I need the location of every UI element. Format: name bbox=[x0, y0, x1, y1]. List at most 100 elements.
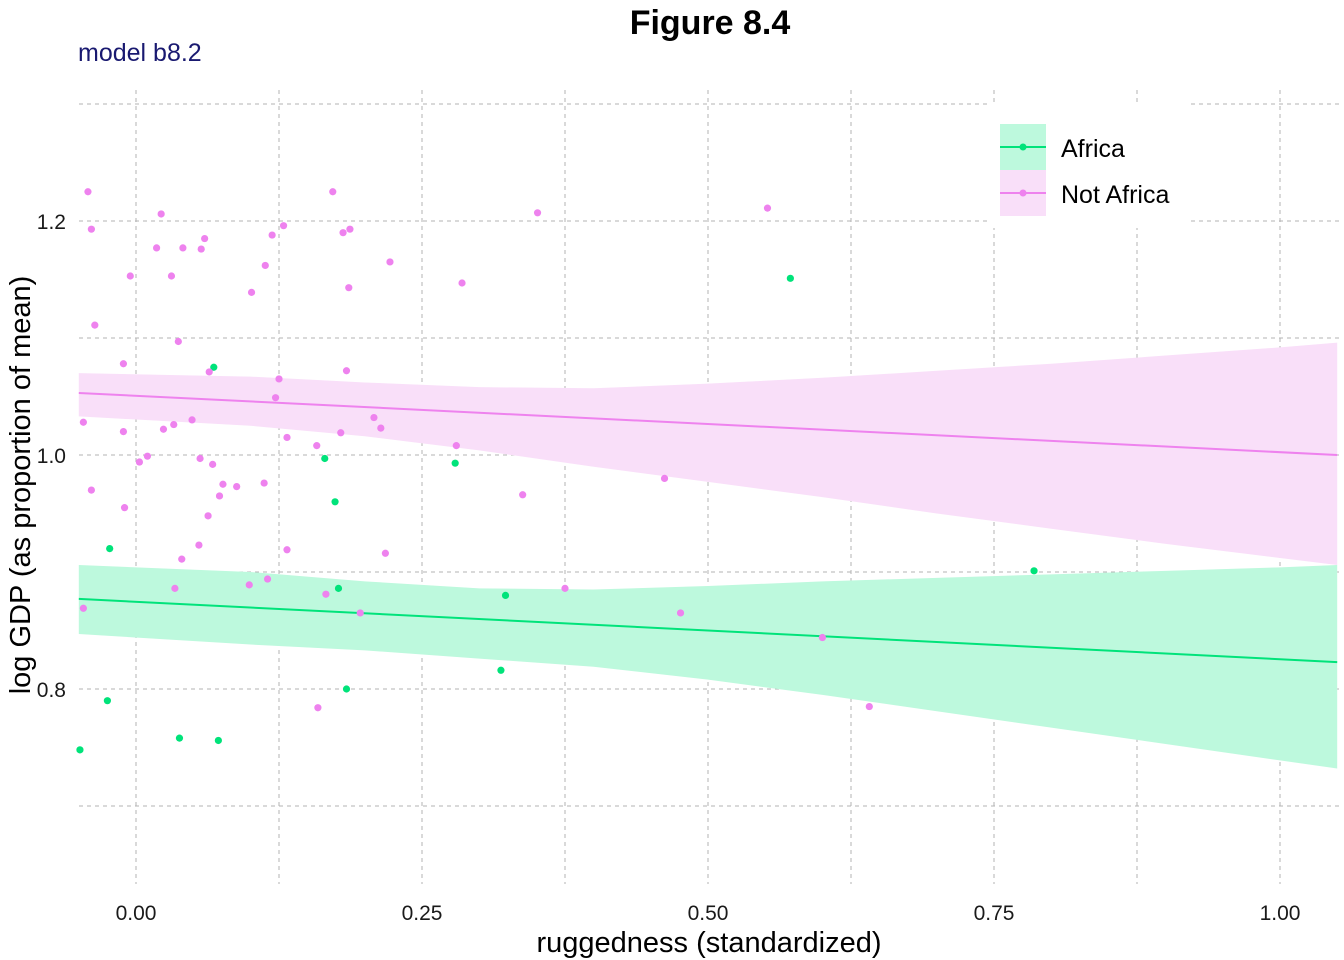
x-axis-label: ruggedness (standardized) bbox=[537, 927, 882, 959]
data-point-not-africa bbox=[865, 702, 873, 711]
legend-label-africa: Africa bbox=[1061, 135, 1125, 163]
chart-title: Figure 8.4 bbox=[630, 4, 791, 42]
data-point-not-africa bbox=[79, 604, 87, 612]
fit-lines bbox=[78, 391, 1338, 664]
legend-key-not-africa-point bbox=[1019, 189, 1027, 197]
data-point-not-africa bbox=[84, 188, 92, 196]
legend: Africa Not Africa bbox=[987, 103, 1189, 228]
data-point-africa bbox=[451, 459, 459, 467]
fit-line-not-africa bbox=[78, 391, 1338, 456]
data-point-not-africa bbox=[377, 424, 385, 432]
legend-label-not-africa: Not Africa bbox=[1061, 181, 1169, 209]
data-point-not-africa bbox=[337, 429, 345, 437]
data-point-not-africa bbox=[178, 555, 186, 563]
data-point-africa bbox=[214, 736, 222, 745]
data-point-not-africa bbox=[283, 433, 291, 442]
data-point-not-africa bbox=[313, 442, 321, 450]
data-point-not-africa bbox=[342, 367, 351, 375]
data-point-not-africa bbox=[519, 491, 527, 499]
data-point-not-africa bbox=[167, 272, 176, 280]
data-point-not-africa bbox=[171, 584, 179, 592]
data-point-not-africa bbox=[275, 375, 283, 383]
data-point-africa bbox=[786, 274, 794, 282]
data-point-africa bbox=[210, 363, 218, 371]
confidence-ribbons bbox=[78, 342, 1338, 769]
data-points bbox=[76, 188, 1038, 754]
data-point-not-africa bbox=[452, 442, 460, 450]
data-point-africa bbox=[331, 498, 339, 506]
data-point-not-africa bbox=[152, 244, 161, 252]
y-tick-label: 1.0 bbox=[37, 445, 66, 468]
data-point-not-africa bbox=[763, 204, 772, 212]
y-axis-label: log GDP (as proportion of mean) bbox=[5, 276, 37, 695]
data-point-not-africa bbox=[219, 480, 227, 488]
data-point-africa bbox=[76, 746, 84, 754]
data-point-not-africa bbox=[215, 492, 224, 500]
data-point-africa bbox=[1030, 567, 1038, 575]
y-tick-label: 1.2 bbox=[37, 211, 66, 234]
data-point-africa bbox=[321, 454, 329, 463]
data-point-not-africa bbox=[205, 368, 213, 376]
data-point-africa bbox=[342, 685, 351, 693]
data-point-not-africa bbox=[87, 486, 95, 494]
data-point-not-africa bbox=[346, 225, 354, 233]
data-point-africa bbox=[497, 666, 505, 674]
data-point-not-africa bbox=[201, 234, 209, 243]
data-point-not-africa bbox=[233, 482, 241, 491]
data-point-not-africa bbox=[126, 272, 134, 280]
data-point-not-africa bbox=[261, 261, 269, 270]
x-tick-label: 0.75 bbox=[974, 902, 1015, 925]
x-tick-label: 1.00 bbox=[1260, 902, 1301, 925]
data-point-not-africa bbox=[283, 546, 291, 554]
data-point-not-africa bbox=[204, 512, 212, 520]
x-tick-label: 0.00 bbox=[116, 902, 157, 925]
data-point-not-africa bbox=[271, 394, 280, 402]
data-point-africa bbox=[106, 545, 114, 553]
data-point-not-africa bbox=[386, 258, 394, 266]
fit-line-africa bbox=[78, 597, 1338, 664]
data-point-not-africa bbox=[197, 245, 205, 253]
data-point-not-africa bbox=[196, 454, 204, 463]
data-point-not-africa bbox=[381, 549, 389, 557]
data-point-not-africa bbox=[561, 584, 569, 592]
data-point-not-africa bbox=[174, 337, 182, 346]
data-point-africa bbox=[501, 591, 510, 600]
x-tick-label: 0.25 bbox=[402, 902, 443, 925]
data-point-not-africa bbox=[370, 413, 378, 422]
data-point-not-africa bbox=[533, 209, 542, 217]
data-point-not-africa bbox=[245, 581, 253, 589]
legend-key-africa-point bbox=[1019, 143, 1027, 151]
data-point-not-africa bbox=[322, 590, 330, 598]
ribbon-africa bbox=[78, 564, 1338, 769]
data-point-not-africa bbox=[260, 479, 268, 487]
data-point-not-africa bbox=[268, 231, 276, 239]
data-point-not-africa bbox=[818, 633, 827, 642]
data-point-not-africa bbox=[79, 418, 87, 426]
data-point-not-africa bbox=[660, 474, 669, 482]
data-point-not-africa bbox=[314, 704, 322, 712]
data-point-not-africa bbox=[87, 225, 95, 233]
data-point-not-africa bbox=[247, 288, 256, 296]
data-point-not-africa bbox=[195, 541, 203, 549]
data-point-not-africa bbox=[143, 452, 152, 460]
data-point-not-africa bbox=[119, 360, 128, 368]
data-point-not-africa bbox=[120, 504, 129, 512]
y-tick-label: 0.8 bbox=[37, 679, 66, 702]
x-tick-label: 0.50 bbox=[688, 902, 729, 925]
data-point-not-africa bbox=[676, 609, 685, 617]
chart-subtitle: model b8.2 bbox=[78, 39, 202, 67]
data-point-not-africa bbox=[279, 222, 288, 230]
data-point-not-africa bbox=[339, 229, 347, 237]
data-point-not-africa bbox=[170, 420, 178, 429]
data-point-not-africa bbox=[179, 244, 187, 252]
tick-labels: 0.00 0.25 0.50 0.75 1.00 0.8 1.0 1.2 bbox=[37, 211, 1301, 925]
data-point-not-africa bbox=[157, 210, 165, 218]
data-point-not-africa bbox=[188, 416, 196, 424]
ribbon-not-africa bbox=[78, 342, 1338, 565]
data-point-africa bbox=[334, 584, 343, 592]
data-point-not-africa bbox=[356, 609, 364, 617]
data-point-not-africa bbox=[91, 321, 99, 329]
data-point-not-africa bbox=[329, 188, 337, 196]
data-point-not-africa bbox=[458, 279, 466, 287]
